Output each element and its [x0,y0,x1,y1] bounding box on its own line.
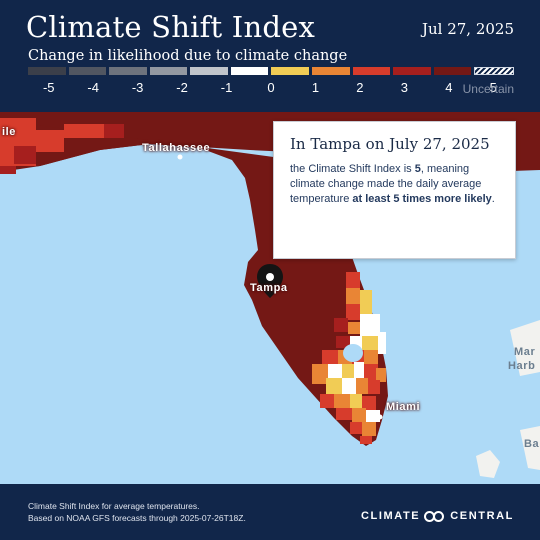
scale-label: -4 [87,80,99,95]
land-panhandle-tile [0,166,16,174]
miami-dot [377,414,383,420]
scale-label: 2 [356,80,364,95]
city-label-edge-right-2: Harb [508,360,536,372]
scale-label-uncertain: Uncertain [462,82,514,96]
info-text-end: . [491,193,495,205]
scale-swatch-3 [352,67,391,75]
date-label: Jul 27, 2025 [421,20,514,38]
scale-label: 4 [445,80,453,95]
tampa-pin-icon[interactable] [257,264,283,298]
land-panhandle-tile [36,130,64,152]
brand-left: CLIMATE [360,510,421,522]
land-bahamas [510,320,540,376]
scale-swatch-uncertain [474,67,514,75]
city-label-edge-left: ile [2,126,17,138]
city-label-edge-right-3: Ba [524,438,540,450]
info-text: the Climate Shift Index is 5, meaning cl… [290,162,501,207]
scale-swatch-0 [230,67,269,75]
scale-label: 0 [267,80,275,95]
brand-right: CENTRAL [450,510,514,522]
info-text-mid: , meaning climate change made the daily … [290,163,482,205]
scale-swatch-minus3 [109,67,147,75]
scale-swatch-minus4 [68,67,107,75]
land-bahamas-2 [520,426,540,470]
scale-swatch-5 [433,67,472,75]
brand-logo[interactable]: CLIMATE CENTRAL [361,510,514,522]
footer-note: Climate Shift Index for average temperat… [28,500,246,524]
page-title: Climate Shift Index [26,10,315,44]
csi-tiles [312,272,386,444]
scale-label: -1 [220,80,233,95]
scale-swatch-minus2 [149,67,188,75]
land-alabama-tile [14,146,36,164]
scale-label: -3 [131,80,144,95]
land-panhandle-tile [104,124,124,138]
scale-label: -2 [176,80,188,95]
scale-label: -5 [42,80,55,95]
scale-label: 1 [311,80,320,95]
scale-swatch-4 [393,67,431,75]
info-title: In Tampa on July 27, 2025 [290,135,490,153]
city-label-tampa: Tampa [250,282,288,294]
info-box: In Tampa on July 27, 2025 the Climate Sh… [273,121,516,259]
scale-label: 5 [489,80,497,95]
scale-labels: -5 -4 -3 -2 -1 0 1 2 3 4 5 [28,80,514,95]
footer-note-line2: Based on NOAA GFS forecasts through 2025… [28,513,246,523]
city-label-miami: Miami [386,401,421,413]
scale-swatch-minus1 [190,67,228,75]
infinity-icon [424,510,446,522]
land-panhandle-tile [64,124,104,138]
scale-label: 3 [400,80,408,95]
footer: Climate Shift Index for average temperat… [0,484,540,540]
city-label-edge-right-1: Mar [514,346,536,358]
header: Climate Shift Index Jul 27, 2025 Change … [0,0,540,112]
info-value: 5 [414,163,421,175]
city-label-tallahassee: Tallahassee [142,142,211,154]
scale-swatch-minus5 [28,67,66,75]
scale-swatch-2 [312,67,350,75]
lake-okeechobee [343,344,363,362]
tallahassee-dot [177,154,183,160]
color-scale [28,67,514,75]
scale-swatch-1 [271,67,310,75]
info-text-bold: at least 5 times more likely [352,193,492,205]
subtitle: Change in likelihood due to climate chan… [28,48,348,64]
footer-note-line1: Climate Shift Index for average temperat… [28,501,200,511]
land-keys [476,450,500,478]
info-text-pre: the Climate Shift Index is [290,163,415,175]
